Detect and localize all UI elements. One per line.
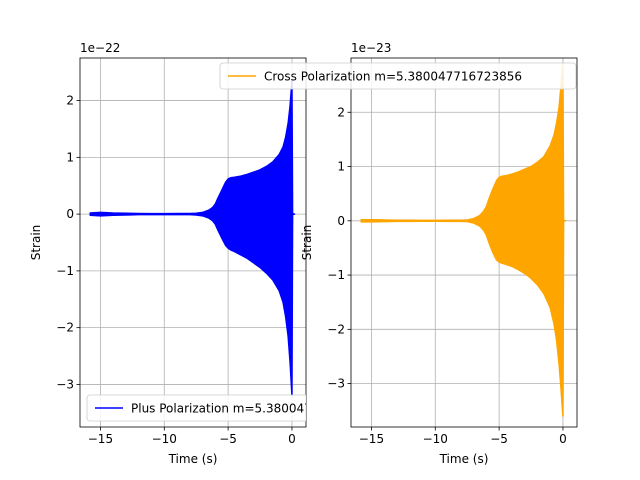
axes-frame <box>79 57 307 428</box>
y-tick-label: 0 <box>337 214 345 228</box>
y-tick-label: −1 <box>56 264 74 278</box>
x-tick-label: −10 <box>152 432 177 446</box>
y-tick-label: 1 <box>66 150 74 164</box>
x-tick-label: 0 <box>288 432 296 446</box>
series-group <box>89 79 296 397</box>
axes-frame <box>350 57 578 428</box>
y-offset-label: 1e−22 <box>80 41 120 55</box>
x-tick-label: 0 <box>559 432 567 446</box>
y-tick-label: −2 <box>327 322 345 336</box>
x-tick-label: −5 <box>490 432 508 446</box>
legend-label: Cross Polarization m=5.380047716723856 <box>264 70 522 84</box>
x-tick-label: −15 <box>88 432 113 446</box>
y-axis-label: Strain <box>29 225 43 261</box>
legend: Cross Polarization m=5.380047716723856 <box>219 62 577 90</box>
y-offset-label: 1e−23 <box>351 41 391 55</box>
x-tick-label: −15 <box>359 432 384 446</box>
y-tick-label: 2 <box>337 105 345 119</box>
y-tick-label: −1 <box>327 268 345 282</box>
y-tick-label: 1 <box>337 160 345 174</box>
legend: Plus Polarization m=5.380047716723856 <box>86 394 381 422</box>
y-tick-label: 2 <box>66 94 74 108</box>
y-tick-label: −3 <box>327 377 345 391</box>
x-tick-label: −5 <box>219 432 237 446</box>
legend-box <box>219 62 577 90</box>
y-tick-label: 0 <box>66 207 74 221</box>
y-tick-label: −2 <box>56 321 74 335</box>
x-axis-label: Time (s) <box>439 452 489 466</box>
series-group <box>360 62 567 417</box>
legend-label: Plus Polarization m=5.380047716723856 <box>131 402 381 416</box>
legend-box <box>86 394 306 422</box>
y-tick-label: −3 <box>56 377 74 391</box>
x-tick-label: −10 <box>423 432 448 446</box>
y-axis-label: Strain <box>300 225 314 261</box>
x-axis-label: Time (s) <box>168 452 218 466</box>
